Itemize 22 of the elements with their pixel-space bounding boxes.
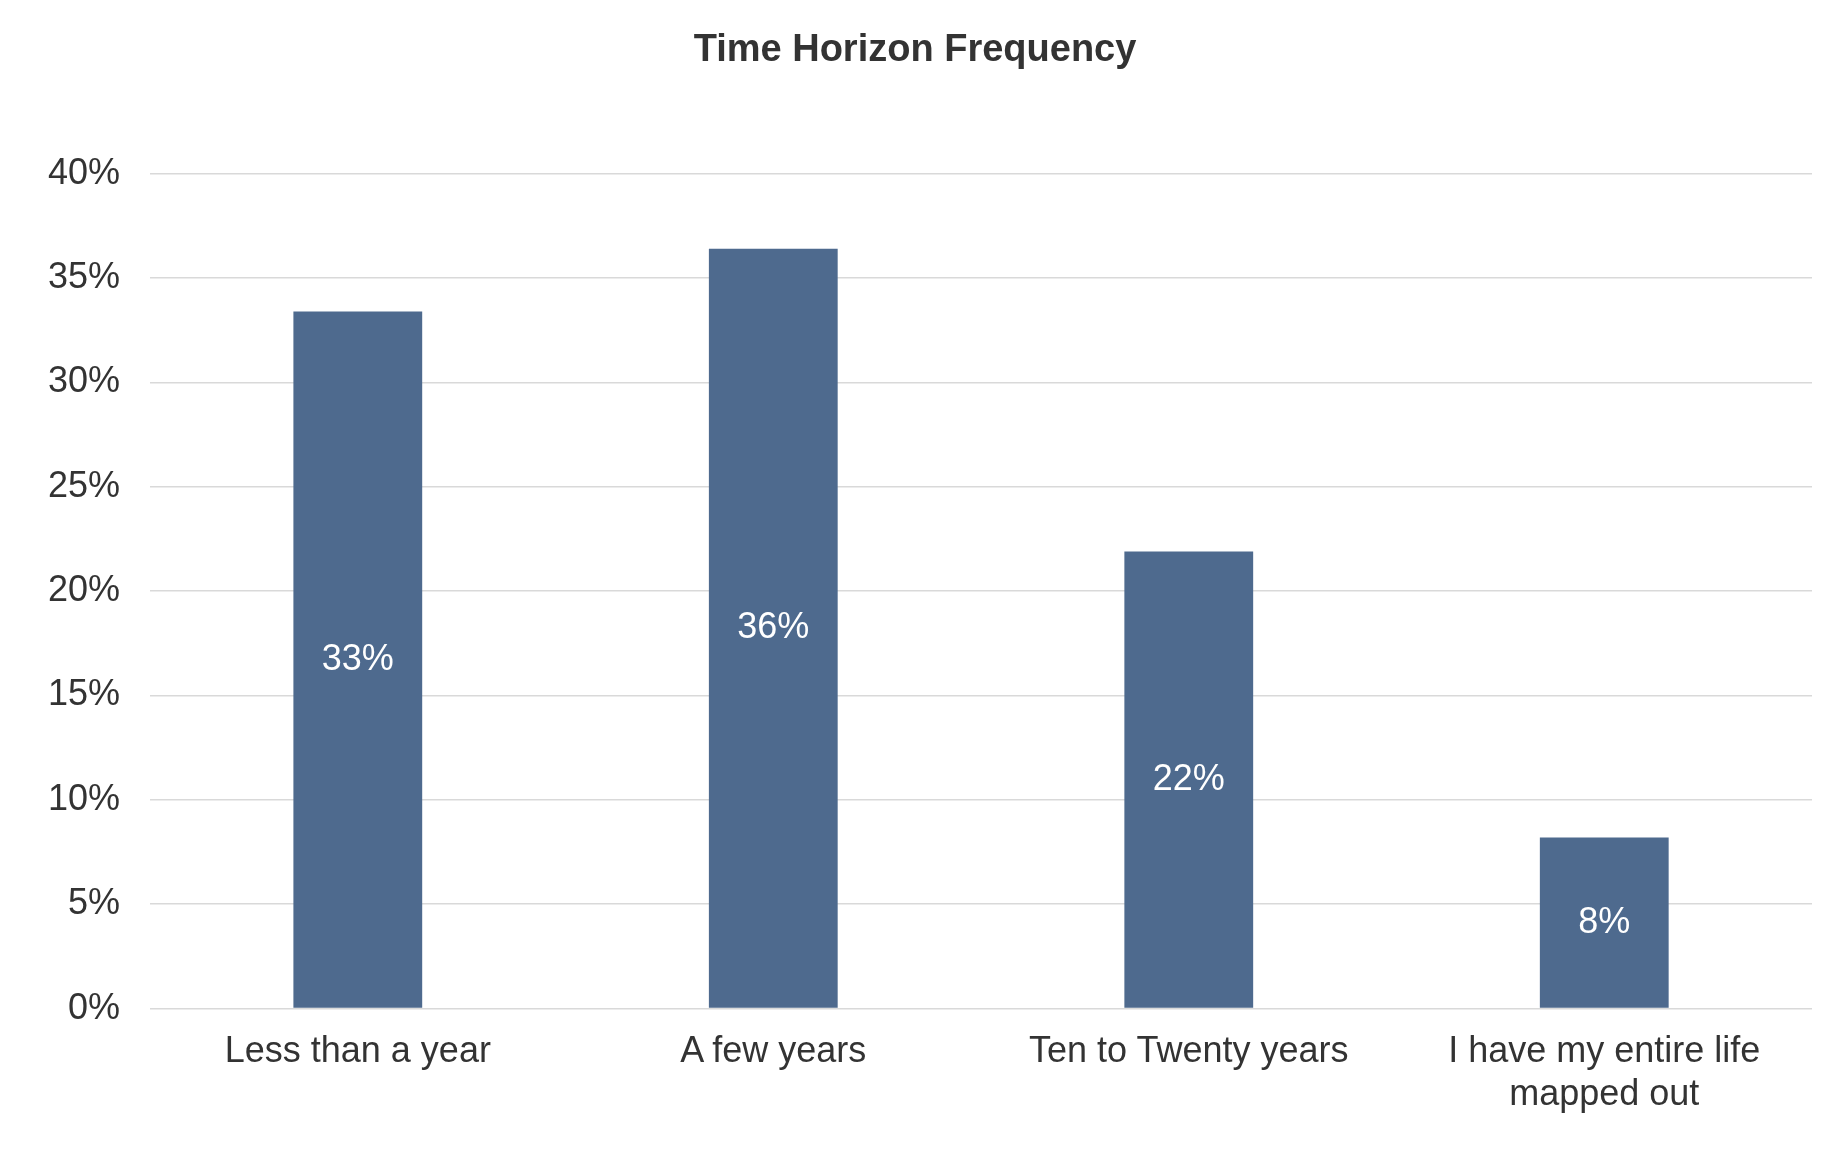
x-tick-label: Less than a year — [224, 1029, 491, 1071]
y-tick-label: 25% — [47, 463, 121, 505]
y-tick-label: 10% — [47, 776, 121, 818]
y-tick-label: 20% — [47, 568, 121, 610]
y-tick-label: 35% — [47, 254, 121, 296]
x-tick-label: Ten to Twenty years — [1029, 1029, 1349, 1071]
data-label: 36% — [737, 605, 810, 647]
y-tick-label: 0% — [68, 985, 121, 1027]
y-tick-label: 30% — [47, 359, 121, 401]
y-tick-label: 5% — [68, 881, 121, 923]
y-tick-label: 40% — [47, 150, 121, 192]
y-tick-label: 15% — [47, 672, 121, 714]
bar — [708, 248, 838, 1008]
data-label: 33% — [321, 636, 394, 678]
bar — [293, 311, 423, 1008]
x-tick-label: A few years — [680, 1029, 867, 1071]
chart-title: Time Horizon Frequency — [693, 27, 1137, 70]
x-tick-label: I have my entire life mapped out — [1448, 1029, 1761, 1114]
bar — [1124, 551, 1254, 1008]
data-label: 22% — [1152, 756, 1225, 798]
bar — [1539, 837, 1669, 1008]
data-label: 8% — [1578, 899, 1631, 941]
